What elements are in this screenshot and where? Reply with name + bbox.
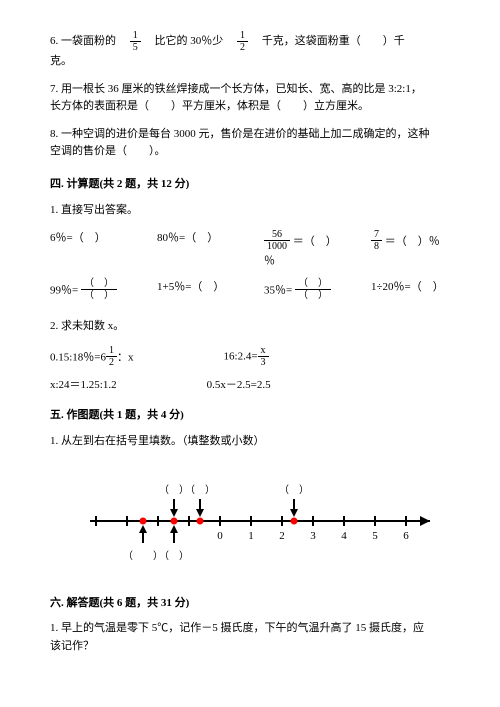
section-4-title: 四. 计算题(共 2 题，共 12 分) (50, 175, 450, 191)
calc-row-2: 99％= （ ） （ ） 1+5％=（ ） 35％= （ ） （ ） 1÷20％… (50, 278, 450, 301)
q6-frac1: 1 5 (130, 30, 141, 53)
eq-row-2: x:24＝1.25:1.2 0.5x－2.5=2.5 (50, 376, 450, 392)
eq-row-1: 0.15:18％=612：x 16:2.4=x3 (50, 345, 450, 368)
eq-r2c1: x:24＝1.25:1.2 (50, 376, 117, 392)
svg-text:3: 3 (310, 530, 316, 542)
calc-row-1: 6％=（ ） 80％=（ ） 56 1000 ＝（ ）％ 7 8 ＝（ ）％ (50, 229, 450, 268)
problem-8: 8. 一种空调的进价是每台 3000 元，售价是在进价的基础上加二成确定的，这种… (50, 126, 450, 161)
svg-text:6: 6 (403, 530, 409, 542)
calc-r2c1-frac: （ ） （ ） (81, 278, 117, 301)
svg-text:5: 5 (372, 530, 378, 542)
svg-text:（ ）: （ ） (123, 550, 163, 562)
s4-q2: 2. 求未知数 x。 (50, 317, 450, 333)
q6-text-suffix: 克。 (50, 55, 72, 67)
calc-r1c4: 7 8 ＝（ ）％ (371, 229, 450, 268)
calc-r1c4-frac: 7 8 (371, 229, 382, 252)
calc-r2c3-frac: （ ） （ ） (295, 278, 331, 301)
svg-text:（ ）: （ ） (159, 550, 189, 562)
calc-r1c2: 80％=（ ） (157, 229, 236, 268)
s5-q1: 1. 从左到右在括号里填数。（填整数或小数） (50, 432, 450, 448)
q8-line2: 空调的售价是（ ）。 (50, 145, 166, 157)
q6-text-prefix: 6. 一袋面粉的 (50, 35, 127, 47)
svg-text:2: 2 (279, 530, 285, 542)
s6-q1: 1. 早上的气温是零下 5℃，记作－5 摄氏度，下午的气温升高了 15 摄氏度，… (50, 620, 450, 655)
q6-text-mid1: 比它的 30％少 (144, 35, 235, 47)
eq-r1c1: 0.15:18％=612：x (50, 345, 134, 368)
eq-r1c2: 16:2.4=x3 (224, 345, 269, 368)
s4-q1: 1. 直接写出答案。 (50, 201, 450, 217)
problem-7: 7. 用一根长 36 厘米的铁丝焊接成一个长方体，已知长、宽、高的比是 3:2:… (50, 81, 450, 116)
q6-text-mid2: 千克，这袋面粉重（ ）千 (251, 35, 405, 47)
svg-text:（ ）: （ ） (185, 484, 215, 496)
problem-6: 6. 一袋面粉的 1 5 比它的 30％少 1 2 千克，这袋面粉重（ ）千 克… (50, 30, 450, 71)
svg-text:0: 0 (217, 530, 223, 542)
eq-r2c2: 0.5x－2.5=2.5 (207, 376, 271, 392)
s6q1-line2: 该记作？ (50, 640, 94, 652)
q7-line1: 7. 用一根长 36 厘米的铁丝焊接成一个长方体，已知长、宽、高的比是 3:2:… (50, 83, 422, 95)
calc-r1c1: 6％=（ ） (50, 229, 129, 268)
calc-r2c2: 1+5％=（ ） (157, 278, 236, 301)
section-6-title: 六. 解答题(共 6 题，共 31 分) (50, 594, 450, 610)
svg-text:1: 1 (248, 530, 254, 542)
calc-r2c3: 35％= （ ） （ ） (264, 278, 343, 301)
svg-text:（ ）: （ ） (279, 484, 309, 496)
s6q1-line1: 1. 早上的气温是零下 5℃，记作－5 摄氏度，下午的气温升高了 15 摄氏度，… (50, 622, 424, 634)
calc-r1c3: 56 1000 ＝（ ）％ (264, 229, 343, 268)
section-5-title: 五. 作图题(共 1 题，共 4 分) (50, 406, 450, 422)
calc-r2c1: 99％= （ ） （ ） (50, 278, 129, 301)
number-line: 0123456（ ）（ ）（ ）（ ）（ ） (70, 466, 450, 576)
eq-r1c2-frac: x3 (258, 345, 269, 368)
calc-r2c4: 1÷20％=（ ） (371, 278, 450, 301)
svg-text:4: 4 (341, 530, 347, 542)
q6-frac2: 1 2 (237, 30, 248, 53)
calc-r1c3-frac: 56 1000 (264, 229, 290, 252)
q7-line2: 长方体的表面积是（ ）平方厘米，体积是（ ）立方厘米。 (50, 100, 369, 112)
eq-r1c1-frac: 12 (106, 345, 117, 368)
q8-line1: 8. 一种空调的进价是每台 3000 元，售价是在进价的基础上加二成确定的，这种 (50, 128, 430, 140)
